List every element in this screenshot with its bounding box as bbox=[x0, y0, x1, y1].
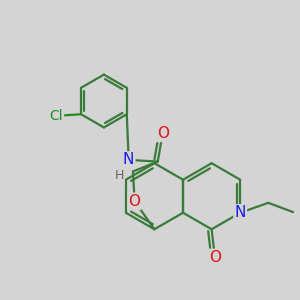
Text: O: O bbox=[209, 250, 221, 265]
Text: O: O bbox=[129, 194, 141, 209]
Text: O: O bbox=[157, 126, 169, 141]
Text: Cl: Cl bbox=[50, 109, 63, 123]
Text: N: N bbox=[123, 152, 134, 167]
Text: N: N bbox=[235, 205, 246, 220]
Text: H: H bbox=[115, 169, 124, 182]
